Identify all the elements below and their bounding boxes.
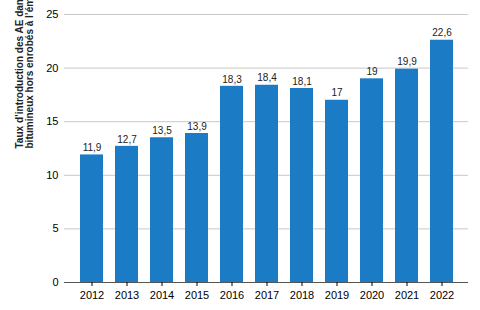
- svg-text:12,7: 12,7: [117, 134, 137, 145]
- svg-text:2015: 2015: [185, 289, 209, 301]
- svg-text:2013: 2013: [115, 289, 139, 301]
- svg-text:2017: 2017: [255, 289, 279, 301]
- svg-text:2020: 2020: [360, 289, 384, 301]
- svg-text:25: 25: [46, 8, 58, 20]
- svg-text:17: 17: [331, 87, 343, 98]
- svg-text:2022: 2022: [430, 289, 454, 301]
- svg-text:2018: 2018: [290, 289, 314, 301]
- svg-text:Taux d’introduction des AE dan: Taux d’introduction des AE dans les enro…: [14, 0, 35, 149]
- svg-text:2014: 2014: [150, 289, 174, 301]
- svg-text:2012: 2012: [80, 289, 104, 301]
- svg-text:11,9: 11,9: [83, 142, 102, 153]
- svg-text:13,9: 13,9: [187, 121, 207, 132]
- svg-text:22,6: 22,6: [432, 27, 452, 38]
- svg-text:18,3: 18,3: [222, 74, 242, 85]
- svg-text:18,4: 18,4: [257, 72, 277, 83]
- svg-text:5: 5: [52, 222, 58, 234]
- svg-text:2019: 2019: [325, 289, 349, 301]
- svg-text:13,5: 13,5: [152, 125, 172, 136]
- svg-text:0: 0: [52, 276, 58, 288]
- svg-text:19,9: 19,9: [397, 56, 417, 67]
- svg-text:19: 19: [366, 66, 378, 77]
- svg-text:2021: 2021: [395, 289, 419, 301]
- svg-text:20: 20: [46, 62, 58, 74]
- svg-text:15: 15: [46, 115, 58, 127]
- svg-text:18,1: 18,1: [292, 76, 312, 87]
- svg-text:10: 10: [46, 169, 58, 181]
- svg-text:2016: 2016: [220, 289, 244, 301]
